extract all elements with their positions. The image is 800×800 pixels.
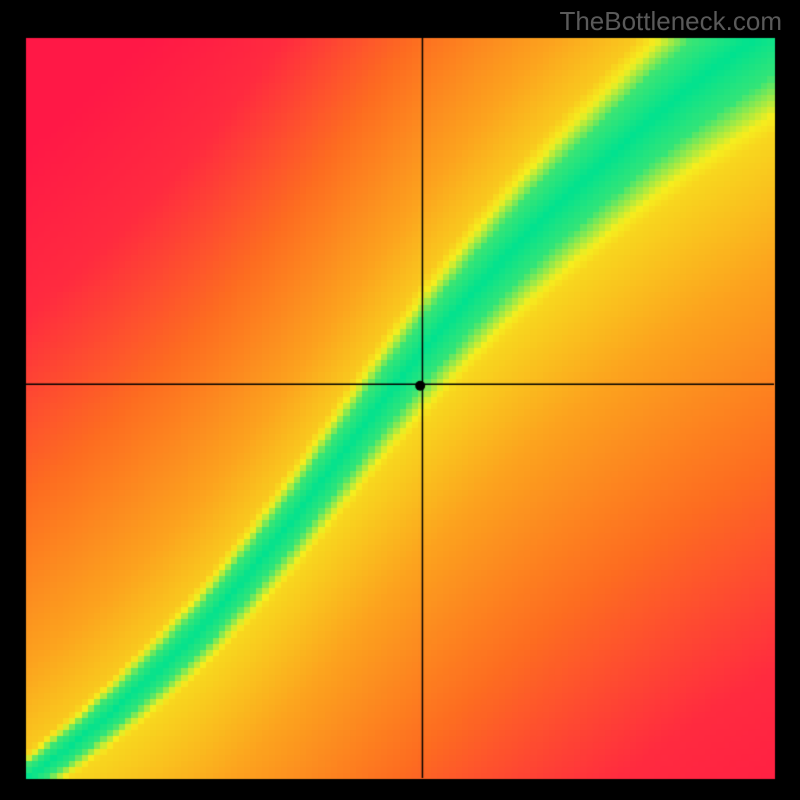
watermark-text: TheBottleneck.com <box>559 6 782 37</box>
chart-container: TheBottleneck.com <box>0 0 800 800</box>
bottleneck-heatmap <box>0 0 800 800</box>
